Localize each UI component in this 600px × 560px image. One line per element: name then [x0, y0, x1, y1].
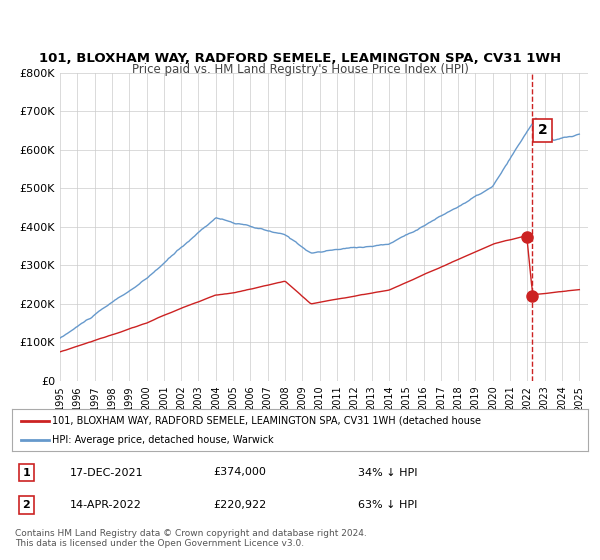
Text: 101, BLOXHAM WAY, RADFORD SEMELE, LEAMINGTON SPA, CV31 1WH: 101, BLOXHAM WAY, RADFORD SEMELE, LEAMIN…	[39, 52, 561, 66]
Text: 63% ↓ HPI: 63% ↓ HPI	[358, 500, 417, 510]
Text: Price paid vs. HM Land Registry's House Price Index (HPI): Price paid vs. HM Land Registry's House …	[131, 63, 469, 77]
Text: 2: 2	[23, 500, 30, 510]
Text: 14-APR-2022: 14-APR-2022	[70, 500, 142, 510]
Text: 34% ↓ HPI: 34% ↓ HPI	[358, 468, 417, 478]
Text: 17-DEC-2021: 17-DEC-2021	[70, 468, 143, 478]
Text: 2: 2	[538, 123, 547, 137]
Text: Contains HM Land Registry data © Crown copyright and database right 2024.: Contains HM Land Registry data © Crown c…	[15, 529, 367, 538]
Text: 101, BLOXHAM WAY, RADFORD SEMELE, LEAMINGTON SPA, CV31 1WH (detached house: 101, BLOXHAM WAY, RADFORD SEMELE, LEAMIN…	[52, 416, 481, 426]
Text: This data is licensed under the Open Government Licence v3.0.: This data is licensed under the Open Gov…	[15, 539, 304, 548]
Text: 1: 1	[23, 468, 30, 478]
Text: HPI: Average price, detached house, Warwick: HPI: Average price, detached house, Warw…	[52, 435, 274, 445]
Text: £220,922: £220,922	[214, 500, 267, 510]
Text: £374,000: £374,000	[214, 468, 266, 478]
